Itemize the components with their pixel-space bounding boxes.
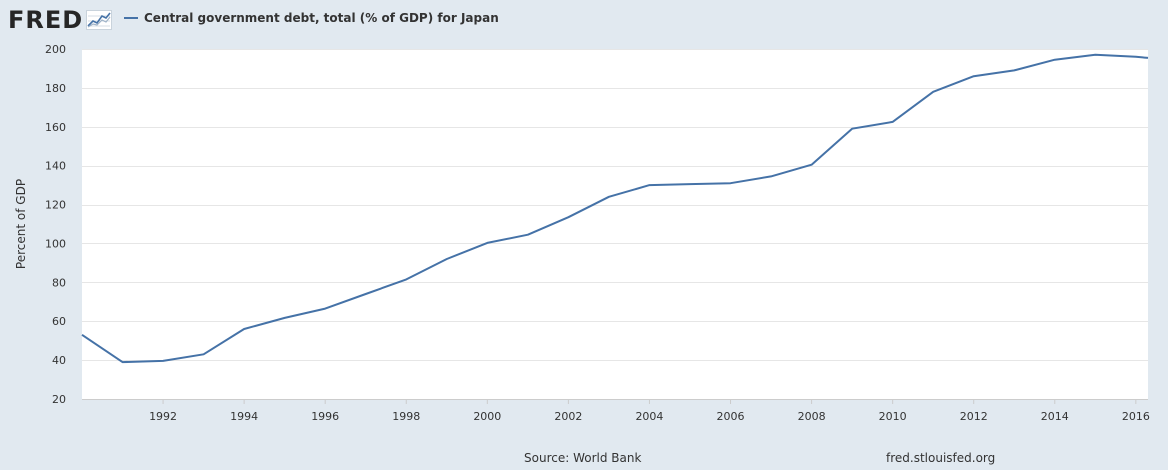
x-tick-label-2008: 2008 [798,410,826,423]
y-tick-label-140: 140 [45,160,66,173]
plot-area [82,49,1148,399]
x-axis-tick-labels: 1992 1994 1996 1998 2000 2002 2004 2006 2008 2010… [149,410,1150,423]
x-tick-label-2004: 2004 [635,410,663,423]
series-line-0[interactable] [81,53,1149,364]
fred-logo-text: FRED [8,6,84,34]
y-tick-label-40: 40 [52,354,66,367]
x-tick-label-1998: 1998 [392,410,420,423]
x-tick-label-2014: 2014 [1041,410,1069,423]
fred-logo[interactable]: FRED [8,6,113,34]
y-tick-label-160: 160 [45,121,66,134]
y-tick-label-20: 20 [52,393,66,406]
footer-source: Source: World Bank [524,451,642,465]
legend-series-swatch [124,17,138,19]
x-tick-label-2002: 2002 [554,410,582,423]
y-tick-label-60: 60 [52,315,66,328]
footer-url[interactable]: fred.stlouisfed.org [886,451,996,465]
chart-legend[interactable]: Central government debt, total (% of GDP… [124,11,499,25]
y-tick-label-180: 180 [45,82,66,95]
series-layer [81,53,1149,364]
y-axis-title: Percent of GDP [14,179,28,269]
x-tick-label-2012: 2012 [960,410,988,423]
y-tick-label-80: 80 [52,276,66,289]
y-tick-label-120: 120 [45,199,66,212]
fred-logo-chart-icon [86,10,113,30]
x-tick-label-2010: 2010 [879,410,907,423]
y-tick-label-200: 200 [45,43,66,56]
y-axis-tick-labels: 20 40 60 80 100 120 140 160 180 200 [45,43,66,406]
x-axis [82,399,1148,404]
x-tick-label-1994: 1994 [230,410,258,423]
x-tick-label-1992: 1992 [149,410,177,423]
y-tick-label-100: 100 [45,237,66,250]
x-tick-label-2006: 2006 [717,410,745,423]
x-tick-label-2000: 2000 [473,410,501,423]
legend-series-label: Central government debt, total (% of GDP… [144,11,499,25]
x-tick-label-2016: 2016 [1122,410,1150,423]
x-tick-label-1996: 1996 [311,410,339,423]
